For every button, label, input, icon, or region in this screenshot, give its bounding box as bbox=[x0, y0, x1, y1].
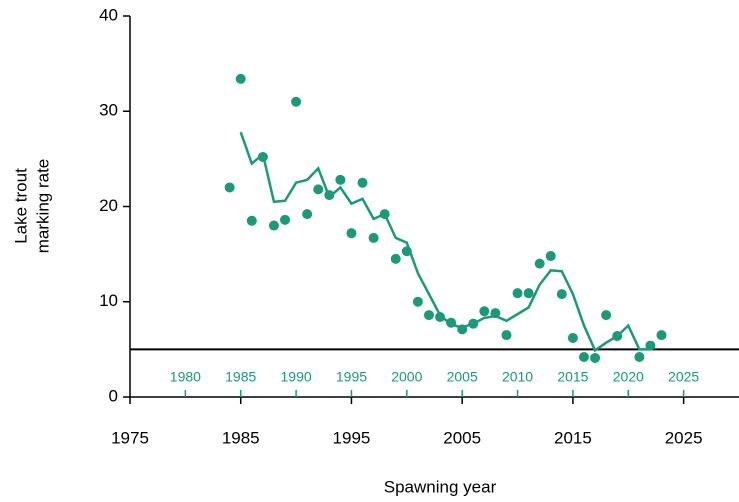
x-axis-label: Spawning year bbox=[384, 477, 497, 496]
data-point bbox=[346, 228, 357, 239]
data-point bbox=[335, 174, 346, 185]
data-point bbox=[246, 215, 257, 226]
minor-x-tick-label: 2010 bbox=[502, 369, 533, 385]
trend-line bbox=[239, 131, 651, 353]
data-point bbox=[357, 177, 368, 188]
y-axis-label: marking rate bbox=[33, 159, 52, 253]
data-point bbox=[601, 310, 612, 321]
data-point bbox=[313, 184, 324, 195]
data-point bbox=[567, 332, 578, 343]
minor-x-tick-label: 1980 bbox=[170, 369, 201, 385]
minor-x-tick-label: 2005 bbox=[447, 369, 478, 385]
x-tick-label: 1975 bbox=[111, 428, 149, 447]
minor-x-tick-label: 2015 bbox=[557, 369, 588, 385]
data-point bbox=[412, 296, 423, 307]
data-point bbox=[556, 289, 567, 300]
x-tick-label: 1995 bbox=[333, 428, 371, 447]
data-point bbox=[224, 182, 235, 193]
data-point bbox=[523, 288, 534, 299]
y-tick-label: 20 bbox=[99, 196, 118, 215]
data-point bbox=[423, 310, 434, 321]
data-point bbox=[578, 351, 589, 362]
y-tick-label: 30 bbox=[99, 101, 118, 120]
minor-x-tick-label: 2020 bbox=[613, 369, 644, 385]
y-axis-label: Lake trout bbox=[11, 168, 30, 244]
x-tick-label: 2025 bbox=[665, 428, 703, 447]
data-point bbox=[368, 232, 379, 243]
data-point bbox=[590, 352, 601, 363]
data-point bbox=[645, 340, 656, 351]
minor-x-tick-label: 1985 bbox=[225, 369, 256, 385]
data-point bbox=[390, 253, 401, 264]
minor-x-tick-label: 1990 bbox=[281, 369, 312, 385]
data-point bbox=[512, 288, 523, 299]
data-point bbox=[634, 351, 645, 362]
x-tick-label: 2015 bbox=[554, 428, 592, 447]
data-point bbox=[268, 220, 279, 231]
minor-x-tick-label: 2000 bbox=[391, 369, 422, 385]
data-point bbox=[280, 214, 291, 225]
data-point bbox=[501, 330, 512, 341]
minor-x-tick-label: 2025 bbox=[668, 369, 699, 385]
y-tick-label: 0 bbox=[109, 386, 118, 405]
y-tick-label: 10 bbox=[99, 291, 118, 310]
x-tick-label: 2005 bbox=[443, 428, 481, 447]
data-point bbox=[435, 311, 446, 322]
data-point bbox=[656, 330, 667, 341]
y-tick-label: 40 bbox=[99, 5, 118, 24]
minor-x-tick-label: 1995 bbox=[336, 369, 367, 385]
data-point bbox=[302, 209, 313, 220]
x-tick-label: 1985 bbox=[222, 428, 260, 447]
data-point bbox=[291, 96, 302, 107]
data-point bbox=[235, 73, 246, 84]
data-point bbox=[479, 306, 490, 317]
data-point bbox=[534, 258, 545, 269]
data-point bbox=[545, 251, 556, 262]
